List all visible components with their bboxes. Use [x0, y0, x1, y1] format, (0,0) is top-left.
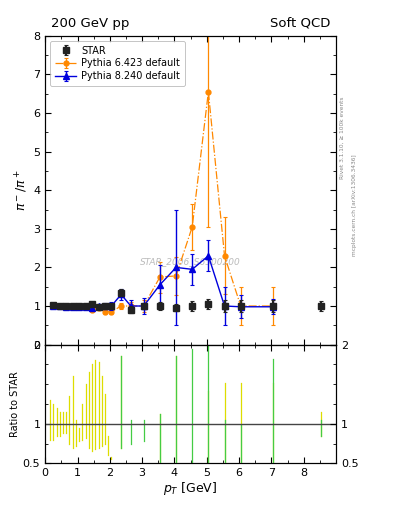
Text: Rivet 3.1.10, ≥ 100k events: Rivet 3.1.10, ≥ 100k events	[340, 97, 345, 180]
Legend: STAR, Pythia 6.423 default, Pythia 8.240 default: STAR, Pythia 6.423 default, Pythia 8.240…	[50, 40, 185, 86]
X-axis label: $p_T$ [GeV]: $p_T$ [GeV]	[163, 480, 218, 497]
Y-axis label: $\pi^- / \pi^+$: $\pi^- / \pi^+$	[14, 169, 30, 211]
Text: Soft QCD: Soft QCD	[270, 17, 330, 30]
Text: STAR_2006_S6500200: STAR_2006_S6500200	[140, 257, 241, 266]
Text: mcplots.cern.ch [arXiv:1306.3436]: mcplots.cern.ch [arXiv:1306.3436]	[352, 154, 357, 255]
Y-axis label: Ratio to STAR: Ratio to STAR	[10, 371, 20, 437]
Text: 200 GeV pp: 200 GeV pp	[51, 17, 129, 30]
